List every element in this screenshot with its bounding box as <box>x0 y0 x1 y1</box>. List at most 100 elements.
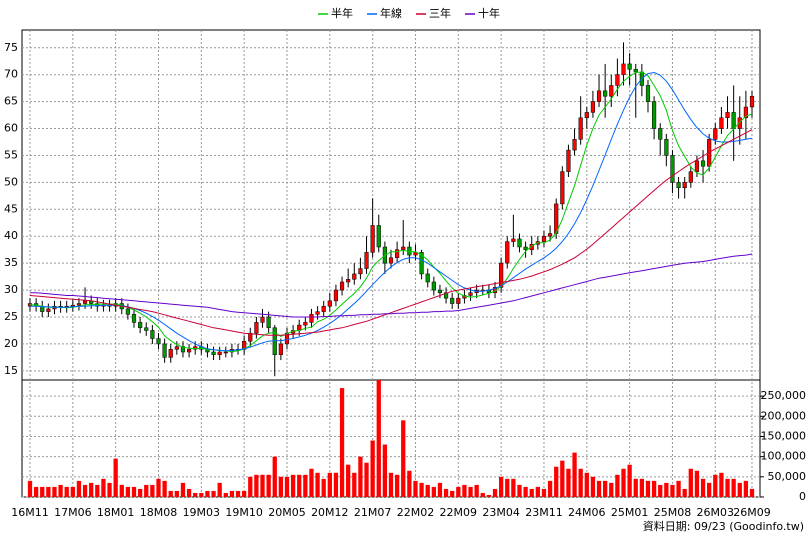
legend-label: 半年 <box>331 6 353 20</box>
candle-body <box>76 303 82 306</box>
y-tick-label: 35 <box>4 256 18 269</box>
volume-bar <box>462 484 467 497</box>
volume-bar <box>89 482 94 497</box>
volume-bar <box>547 480 553 497</box>
y-tick-label: 30 <box>4 283 18 296</box>
candle-body <box>284 332 290 345</box>
candle-body <box>419 252 424 275</box>
candle-body <box>566 149 571 172</box>
candle-body <box>217 351 222 355</box>
volume-bar <box>186 488 192 497</box>
volume-bar <box>615 474 620 497</box>
candle-body <box>603 90 608 97</box>
x-tick-label: 19M03 <box>183 506 221 519</box>
volume-bar <box>217 482 222 497</box>
candle-body <box>719 117 724 129</box>
candle-body <box>615 74 620 86</box>
volume-bar <box>315 472 320 497</box>
volume-bar <box>242 490 247 497</box>
volume-bar <box>131 486 137 497</box>
candle-body <box>737 117 742 129</box>
volume-bar <box>254 474 259 497</box>
candle-body <box>431 281 436 291</box>
x-tick-label: 22M02 <box>397 506 435 519</box>
volume-bar <box>229 490 235 497</box>
volume-bar <box>394 474 400 497</box>
volume-bar <box>688 468 693 497</box>
candle-body <box>670 155 675 183</box>
volume-bar <box>333 472 339 497</box>
candle-body <box>174 346 179 350</box>
legend: 半年 年線 三年 十年 <box>318 6 500 20</box>
volume-bar <box>596 480 602 497</box>
candle-body <box>517 238 522 248</box>
legend-label: 年線 <box>380 6 402 20</box>
candle-body <box>627 63 632 70</box>
candle-body <box>138 322 143 329</box>
volume-bar <box>413 480 418 497</box>
candle-body <box>731 112 736 129</box>
volume-bar <box>707 482 712 497</box>
candle-body <box>652 101 657 129</box>
volume-bar <box>205 490 210 497</box>
volume-bar <box>199 492 204 497</box>
volume-bar <box>498 476 504 497</box>
candle-body <box>584 112 589 119</box>
volume-bar <box>425 484 430 497</box>
volume-bar <box>376 380 381 497</box>
volume-bar <box>46 486 51 497</box>
candle-body <box>180 346 186 353</box>
volume-bar <box>101 478 106 497</box>
volume-bar <box>76 480 82 497</box>
y2-tick-label: 0 <box>799 490 806 503</box>
candle-body <box>700 160 706 167</box>
volume-bar <box>639 478 645 497</box>
candle-body <box>590 101 596 113</box>
volume-bar <box>676 480 681 497</box>
candle-body <box>254 322 259 334</box>
y-tick-label: 25 <box>4 310 18 323</box>
volume-bar <box>737 482 742 497</box>
candle-body <box>425 273 430 283</box>
volume-bar <box>70 486 75 497</box>
volume-bar <box>211 490 216 497</box>
candle-body <box>713 128 718 140</box>
candle-body <box>352 273 357 280</box>
volume-bar <box>266 474 271 497</box>
candle-body <box>266 316 271 329</box>
y-tick-label: 70 <box>4 68 18 81</box>
candle-body <box>401 246 406 250</box>
candle-body <box>211 351 216 355</box>
x-tick-label: 23M11 <box>525 506 563 519</box>
candle-body <box>658 128 663 140</box>
x-tick-label: 22M09 <box>440 506 478 519</box>
candle-body <box>443 292 449 299</box>
candle-body <box>156 338 161 345</box>
volume-bar <box>125 486 131 497</box>
volume-bar <box>272 456 277 497</box>
y-tick-label: 40 <box>4 229 18 242</box>
candle-body <box>505 241 510 264</box>
y-tick-label: 55 <box>4 148 18 161</box>
candle-body <box>333 289 339 302</box>
volume-bar <box>223 492 228 497</box>
x-tick-label: 20M12 <box>311 506 349 519</box>
candle-body <box>395 249 400 259</box>
volume-bar <box>609 482 614 497</box>
candle-body <box>46 308 51 312</box>
volume-bar <box>578 468 583 497</box>
volume-bar <box>590 476 596 497</box>
x-tick-label: 26M09 <box>733 506 771 519</box>
candle-body <box>468 292 473 296</box>
volume-bar <box>566 468 571 497</box>
candle-body <box>523 246 528 250</box>
volume-bar <box>554 466 559 497</box>
volume-bar <box>645 480 651 497</box>
volume-bar <box>523 486 528 497</box>
x-tick-label: 17M06 <box>54 506 92 519</box>
candle-body <box>376 225 381 248</box>
volume-bar <box>694 470 700 497</box>
candle-body <box>578 117 583 140</box>
candle-body <box>162 343 167 358</box>
volume-bar <box>572 452 577 497</box>
